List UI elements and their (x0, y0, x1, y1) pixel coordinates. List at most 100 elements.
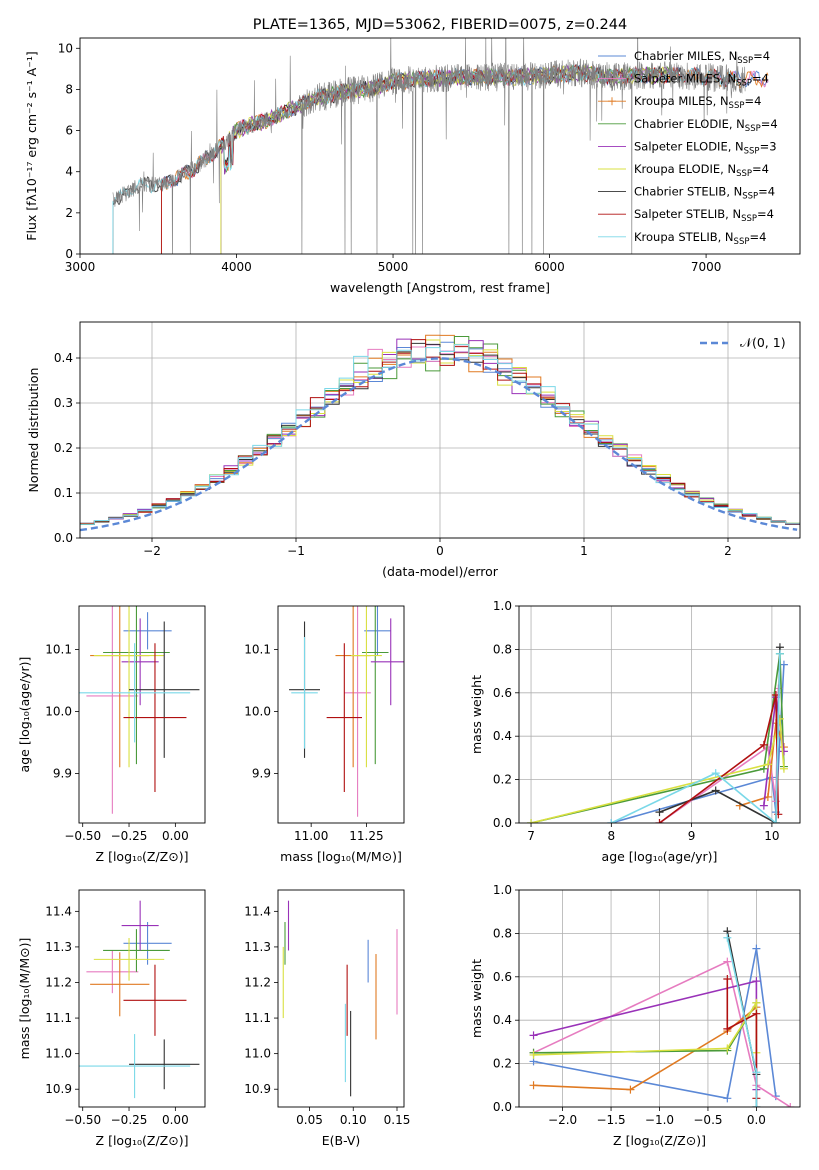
legend-label: Chabrier STELIB, NSSP=4 (634, 185, 775, 202)
weight_vs_age-xtick-label: 9 (688, 829, 696, 843)
weight_vs_z-panel: −2.0 −1.5 −1.0 −0.5 0.0 0.0 0.2 0.4 0.6 0.8 1.0 Z [… (469, 883, 801, 1148)
weight_vs_age-ytick-label: 1.0 (493, 599, 512, 613)
weight-marker-kroupa_elodie (723, 1044, 732, 1053)
mass_vs_ebv-ytick-label: 11.4 (244, 904, 271, 918)
weight_vs_z-xtick-label: −1.5 (596, 1113, 625, 1127)
legend-label-main: Chabrier ELODIE, N (634, 117, 745, 131)
legend-marker (608, 97, 616, 106)
weight_vs_z-ytick-label: 0.4 (493, 1013, 512, 1027)
weight-marker-salpeter_stelib (759, 740, 768, 749)
legend-label-post: =4 (752, 162, 769, 176)
weight-marker-kroupa_elodie (527, 819, 536, 823)
mass_vs_ebv-ytick-label: 10.9 (244, 1082, 271, 1096)
model-spectrum-kroupa_elodie (220, 65, 673, 254)
spectrum-xtick-label: 6000 (534, 260, 565, 274)
legend-label-sub: SSP (744, 146, 760, 156)
weight-marker-salpeter_elodie (529, 1031, 538, 1040)
weight_vs_z-plot-area (529, 927, 795, 1107)
mass_vs_ebv-panel: 0.05 0.10 0.15 10.9 11.0 11.1 11.2 11.3 11.4 E(B-… (244, 889, 411, 1148)
weight-marker-chabrier_stelib (655, 808, 664, 817)
legend-label-sub: SSP (729, 101, 745, 111)
legend-label: Kroupa ELODIE, NSSP=4 (634, 162, 769, 179)
mass_vs_ebv-ytick-label: 11.0 (244, 1047, 271, 1061)
age_vs_mass-ytick-label: 9.9 (252, 766, 271, 780)
weight_vs_age-xtick-label: 8 (608, 829, 616, 843)
histogram-kroupa_stelib (80, 344, 800, 527)
weight_vs_z-ylabel: mass weight (469, 959, 484, 1038)
legend-label-sub: SSP (736, 169, 752, 179)
weight-marker-kroupa_stelib (711, 769, 720, 778)
weight-marker-kroupa_stelib (752, 1068, 761, 1077)
legend-label-main: Kroupa MILES, N (634, 94, 729, 108)
weight_vs_z-frame (518, 889, 801, 1108)
legend-label-sub: SSP (736, 79, 752, 89)
weight-line-salpeter_miles (533, 960, 791, 1107)
mass_vs_z-ytick-label: 11.3 (45, 940, 72, 954)
weight-marker-kroupa_elodie (529, 1050, 538, 1059)
age_vs_mass-panel: 11.00 11.25 9.9 10.0 10.1 mass [log₁₀(M/M⊙)] (244, 605, 405, 864)
age_vs_z-xtick-label: −0.50 (64, 829, 101, 843)
spectrum-ytick-label: 6 (65, 124, 73, 138)
weight_vs_age-ytick-label: 0.6 (493, 686, 512, 700)
weight-marker-kroupa_stelib (775, 649, 784, 658)
residuals-xtick-label: −2 (143, 544, 161, 558)
weight-line-kroupa_elodie (530, 718, 785, 823)
weight-marker-salpeter_stelib (752, 1009, 761, 1018)
weight-line-kroupa_elodie (533, 1000, 758, 1056)
model-spectrum-chabrier_elodie (220, 64, 673, 254)
age_vs_mass-xtick-label: 11.25 (349, 829, 383, 843)
legend-label-post: =4 (749, 230, 766, 244)
spectrum-legend: Chabrier MILES, NSSP=4 Salpeter MILES, NS… (598, 49, 778, 247)
weight-marker-kroupa_elodie (779, 764, 788, 773)
model-spectrum-salpeter_elodie (220, 65, 673, 254)
spectrum-ytick-label: 10 (58, 41, 73, 55)
weight_vs_age-frame (518, 605, 801, 824)
mass_vs_z-ytick-label: 11.2 (45, 975, 72, 989)
legend-label-sub: SSP (742, 192, 758, 202)
weight-marker-chabrier_miles (779, 660, 788, 669)
legend-label-main: Chabrier STELIB, N (634, 185, 742, 199)
residuals-ylabel: Normed distribution (26, 368, 41, 493)
weight-marker-chabrier_miles (752, 944, 761, 953)
residuals-frame (79, 321, 801, 539)
residuals-xtick-label: 2 (724, 544, 732, 558)
weight_vs_z-xtick-label: −2.0 (548, 1113, 577, 1127)
weight-line-salpeter_elodie (533, 980, 758, 1090)
residuals-panel: −2 −1 0 1 2 0.0 0.1 0.2 0.3 0.4 (data-model)/error… (26, 321, 801, 579)
gaussian-curve (80, 357, 798, 532)
age_vs_z-panel: −0.50 −0.25 0.00 9.9 10.0 10.1 Z [log₁₀(Z/Z⊙)]… (17, 605, 206, 864)
weight_vs_z-xlabel: Z [log₁₀(Z/Z⊙)] (613, 1133, 706, 1148)
age_vs_z-ytick-label: 9.9 (53, 766, 72, 780)
residuals-ytick-label: 0.4 (54, 351, 73, 365)
mass_vs_z-ytick-label: 11.1 (45, 1011, 72, 1025)
spectrum-plot-area (112, 38, 769, 254)
weight-marker-kroupa_stelib (771, 819, 780, 823)
spectrum-ylabel: Flux [fλ10⁻¹⁷ erg cm⁻² s⁻¹ A⁻¹] (24, 51, 39, 240)
mass_vs_ebv-xtick-label: 0.15 (384, 1113, 411, 1127)
weight_vs_age-ytick-label: 0.2 (493, 773, 512, 787)
weight-marker-kroupa_stelib (607, 819, 616, 823)
mass_vs_z-ytick-label: 11.4 (45, 904, 72, 918)
legend-label: Salpeter MILES, NSSP=4 (634, 72, 769, 89)
age_vs_z-xtick-label: −0.25 (111, 829, 148, 843)
age_vs_z-ytick-label: 10.0 (45, 704, 72, 718)
weight-line-kroupa_miles (739, 722, 785, 807)
weight-marker-chabrier_miles (723, 1094, 732, 1103)
mass_vs_z-ytick-label: 11.0 (45, 1047, 72, 1061)
mass_vs_ebv-xtick-label: 0.10 (340, 1113, 367, 1127)
mass_vs_ebv-xlabel: E(B-V) (322, 1133, 361, 1148)
legend-label: Chabrier MILES, NSSP=4 (634, 49, 770, 66)
weight-marker-salpeter_elodie (752, 977, 761, 986)
legend-label-main: Kroupa STELIB, N (634, 230, 734, 244)
weight-line-salpeter_miles (659, 688, 780, 823)
weight_vs_age-ytick-label: 0.0 (493, 816, 512, 830)
legend-label-post: =4 (761, 117, 778, 131)
weight-marker-kroupa_elodie (763, 760, 772, 769)
weight_vs_age-xtick-label: 7 (527, 829, 535, 843)
weight-marker-salpeter_elodie (759, 801, 768, 810)
legend-label-sub: SSP (737, 56, 753, 66)
residuals-ytick-label: 0.2 (54, 441, 73, 455)
weight-line-salpeter_stelib (726, 979, 758, 1099)
legend-gaussian-label: 𝒩(0, 1) (740, 335, 786, 350)
weight-marker-kroupa_stelib (752, 1103, 761, 1107)
